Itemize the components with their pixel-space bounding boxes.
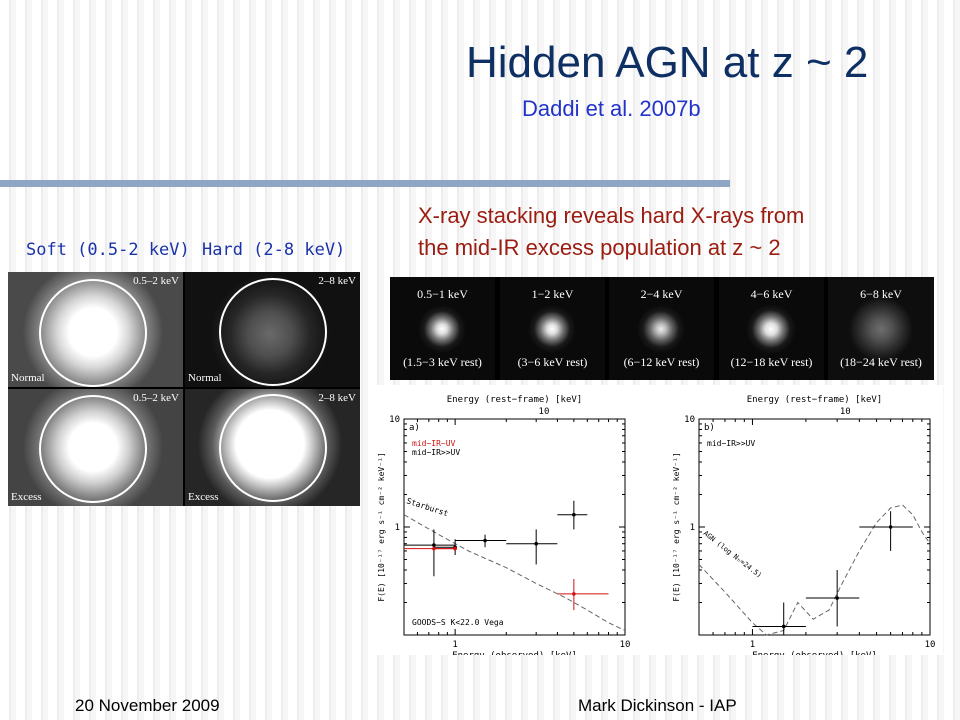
y-tick-label: 1: [690, 523, 695, 533]
x-tick-label: 10: [925, 640, 936, 650]
x-axis-label: Energy (observed) [keV]: [752, 651, 877, 655]
panel-band-label: 2–8 keV: [318, 392, 356, 404]
panel-row-label: Normal: [11, 372, 45, 384]
title-divider: [0, 180, 730, 187]
slide-subtitle: Daddi et al. 2007b: [522, 96, 701, 121]
band-label: 6−8 keV: [860, 287, 902, 301]
model-curve: [698, 504, 931, 636]
caption-text: X-ray stacking reveals hard X-rays from …: [418, 200, 938, 264]
rest-band-label: (18−24 keV rest): [840, 355, 922, 369]
stacked-image-grid: 0.5–2 keV Normal 2–8 keV Normal 0.5–2 ke…: [8, 272, 360, 506]
model-label-agn: AGN (log Nₕ=24.5): [702, 529, 763, 579]
stack-panel-excess-soft: 0.5–2 keV Excess: [8, 389, 183, 506]
band-stack-panel: 4−6 keV (12−18 keV rest): [719, 277, 824, 380]
data-point: [483, 538, 487, 543]
data-point: [781, 624, 786, 629]
band-stack-panel: 6−8 keV (18−24 keV rest): [828, 277, 934, 380]
stack-panel-normal-soft: 0.5–2 keV Normal: [8, 272, 183, 387]
data-point: [534, 541, 538, 546]
caption-line-2: the mid-IR excess population at z ~ 2: [418, 235, 781, 260]
y-axis-label: F(E) [10⁻¹⁷ erg s⁻¹ cm⁻² keV⁻¹]: [672, 452, 681, 601]
footer-author: Mark Dickinson - IAP: [578, 696, 737, 715]
spectra-chart-svg: 1 10 1 10 10 Energy (observed) [keV] Energy (r…: [377, 395, 936, 661]
rest-band-label: (3−6 keV rest): [517, 355, 588, 369]
legend-entry: mid−IR~UV: [412, 439, 456, 448]
aperture-circle: [39, 279, 147, 387]
rest-band-label: (1.5−3 keV rest): [403, 355, 482, 369]
spectral-plots: 1 10 1 10 10 Energy (observed) [keV] Energy (r…: [369, 385, 943, 661]
band-stack-panel: 0.5−1 keV (1.5−3 keV rest): [390, 277, 495, 380]
panel-band-label: 2–8 keV: [318, 275, 356, 287]
band-label: 1−2 keV: [531, 287, 574, 301]
band-label: 4−6 keV: [750, 287, 793, 301]
data-point: [888, 525, 893, 529]
stack-panel-excess-hard: 2–8 keV Excess: [185, 389, 360, 506]
band-stack-strip: 0.5−1 keV (1.5−3 keV rest) 1−2 keV (3−6 …: [390, 277, 934, 380]
y-tick-label: 1: [395, 523, 400, 533]
y-tick-label: 10: [684, 415, 695, 425]
soft-band-label: Soft (0.5-2 keV): [26, 240, 190, 260]
stack-panel-normal-hard: 2–8 keV Normal: [185, 272, 360, 387]
x-axis-label: Energy (observed) [keV]: [452, 651, 577, 655]
panel-label: b): [704, 423, 715, 433]
band-stack-panel: 1−2 keV (3−6 keV rest): [500, 277, 605, 380]
legend-entry: mid−IR>>UV: [707, 439, 755, 448]
panel-band-label: 0.5–2 keV: [133, 392, 179, 404]
aperture-circle: [39, 395, 147, 503]
panel-row-label: Normal: [188, 372, 222, 384]
top-tick-label: 10: [539, 407, 550, 417]
rest-band-label: (12−18 keV rest): [730, 355, 813, 369]
panel-row-label: Excess: [11, 491, 42, 503]
panel-band-label: 0.5–2 keV: [133, 275, 179, 287]
x-tick-label: 1: [452, 640, 457, 650]
x-tick-label: 1: [750, 640, 755, 650]
x-tick-label: 10: [620, 640, 631, 650]
y-axis-label: F(E) [10⁻¹⁷ erg s⁻¹ cm⁻² keV⁻¹]: [377, 452, 386, 601]
slide-title: Hidden AGN at z ~ 2: [466, 38, 869, 87]
aperture-circle: [219, 394, 327, 502]
model-curve: [403, 514, 626, 631]
data-point: [453, 546, 457, 551]
data-point: [835, 596, 839, 600]
data-point: [572, 592, 576, 596]
model-label-starburst: Starburst: [405, 496, 449, 518]
top-axis-label: Energy (rest−frame) [keV]: [747, 395, 882, 405]
band-stack-panel: 2−4 keV (6−12 keV rest): [609, 277, 714, 380]
band-label: 2−4 keV: [640, 287, 683, 301]
panel-row-label: Excess: [188, 491, 219, 503]
y-tick-label: 10: [389, 415, 400, 425]
data-point: [432, 543, 436, 547]
top-tick-label: 10: [840, 407, 851, 417]
caption-line-1: X-ray stacking reveals hard X-rays from: [418, 203, 805, 228]
sample-label: GOODS−S K<22.0 Vega: [412, 618, 504, 627]
legend-entry: mid−IR>>UV: [412, 448, 460, 457]
hard-band-label: Hard (2-8 keV): [202, 240, 346, 260]
panel-label: a): [409, 423, 420, 433]
band-label: 0.5−1 keV: [417, 287, 468, 301]
footer-date: 20 November 2009: [75, 696, 220, 715]
top-axis-label: Energy (rest−frame) [keV]: [447, 395, 582, 405]
data-point: [432, 546, 436, 551]
aperture-circle: [219, 278, 327, 386]
data-point: [572, 512, 576, 517]
rest-band-label: (6−12 keV rest): [623, 355, 700, 369]
